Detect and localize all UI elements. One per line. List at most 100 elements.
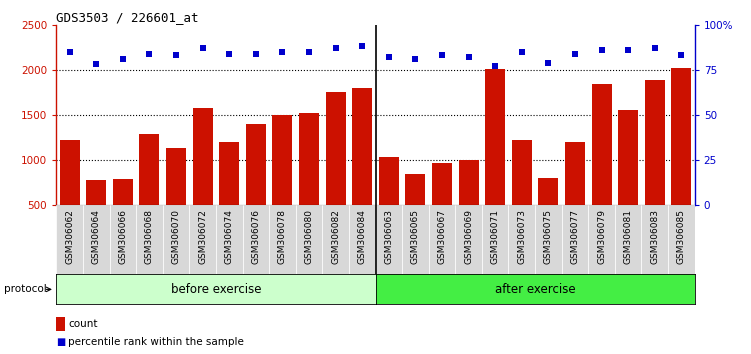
FancyBboxPatch shape (56, 205, 83, 274)
FancyBboxPatch shape (508, 205, 535, 274)
Point (596, 47, 608, 53)
Point (330, 45, 342, 51)
Text: count: count (68, 319, 98, 329)
FancyBboxPatch shape (136, 205, 163, 274)
Point (622, 47, 634, 53)
Text: GSM306072: GSM306072 (198, 209, 207, 264)
Text: GSM306083: GSM306083 (650, 209, 659, 264)
FancyBboxPatch shape (402, 205, 429, 274)
Text: GSM306084: GSM306084 (357, 209, 366, 264)
FancyBboxPatch shape (189, 205, 216, 274)
Text: GSM306081: GSM306081 (623, 209, 632, 264)
Bar (538, 178, 558, 251)
Point (250, 51, 262, 57)
Point (276, 49, 288, 55)
Bar (406, 174, 425, 251)
Text: GSM306085: GSM306085 (677, 209, 686, 264)
Point (90, 62, 102, 67)
Text: GSM306068: GSM306068 (145, 209, 154, 264)
FancyBboxPatch shape (455, 205, 482, 274)
Point (223, 51, 235, 57)
Text: GSM306079: GSM306079 (597, 209, 606, 264)
Point (649, 45, 661, 51)
FancyBboxPatch shape (296, 205, 322, 274)
Bar (671, 68, 692, 251)
Bar (193, 108, 213, 251)
Text: GSM306063: GSM306063 (385, 209, 394, 264)
Bar (618, 110, 638, 251)
FancyBboxPatch shape (376, 205, 402, 274)
Bar (645, 80, 665, 251)
FancyBboxPatch shape (349, 205, 376, 274)
Point (356, 44, 368, 49)
Point (197, 45, 209, 51)
Text: before exercise: before exercise (170, 283, 261, 296)
Point (64, 49, 76, 55)
FancyBboxPatch shape (429, 205, 455, 274)
Bar (299, 113, 319, 251)
Text: GSM306076: GSM306076 (252, 209, 261, 264)
Point (569, 51, 581, 57)
Bar (459, 160, 478, 251)
Bar (59, 140, 80, 251)
Text: percentile rank within the sample: percentile rank within the sample (68, 337, 244, 347)
Point (489, 63, 501, 69)
Bar (273, 115, 292, 251)
FancyBboxPatch shape (110, 205, 136, 274)
Text: GSM306073: GSM306073 (517, 209, 526, 264)
FancyBboxPatch shape (163, 205, 189, 274)
Text: GSM306078: GSM306078 (278, 209, 287, 264)
Bar (140, 134, 159, 251)
Text: GSM306064: GSM306064 (92, 209, 101, 264)
Bar (219, 142, 239, 251)
Text: GSM306069: GSM306069 (464, 209, 473, 264)
Bar (512, 140, 532, 251)
Text: GSM306071: GSM306071 (490, 209, 499, 264)
Point (383, 55, 395, 60)
Point (303, 49, 315, 55)
Point (409, 56, 421, 62)
FancyBboxPatch shape (322, 205, 349, 274)
Text: GSM306074: GSM306074 (225, 209, 234, 264)
Text: GSM306066: GSM306066 (119, 209, 128, 264)
Text: GSM306070: GSM306070 (171, 209, 180, 264)
FancyBboxPatch shape (535, 205, 562, 274)
Text: GSM306067: GSM306067 (438, 209, 447, 264)
Bar (326, 92, 345, 251)
Bar (565, 142, 585, 251)
Bar (166, 148, 186, 251)
Text: GSM306080: GSM306080 (304, 209, 313, 264)
FancyBboxPatch shape (588, 205, 615, 274)
FancyBboxPatch shape (668, 205, 695, 274)
Text: GSM306077: GSM306077 (571, 209, 580, 264)
Text: GSM306075: GSM306075 (544, 209, 553, 264)
FancyBboxPatch shape (482, 205, 508, 274)
Point (143, 51, 155, 57)
Text: GDS3503 / 226601_at: GDS3503 / 226601_at (56, 11, 199, 24)
Text: GSM306082: GSM306082 (331, 209, 340, 264)
Point (675, 53, 687, 58)
Text: after exercise: after exercise (495, 283, 575, 296)
Point (170, 53, 182, 58)
FancyBboxPatch shape (83, 205, 110, 274)
Point (463, 55, 475, 60)
Bar (432, 163, 452, 251)
FancyBboxPatch shape (615, 205, 641, 274)
FancyBboxPatch shape (216, 205, 243, 274)
Bar (379, 158, 399, 251)
FancyBboxPatch shape (562, 205, 588, 274)
Point (117, 56, 129, 62)
FancyBboxPatch shape (641, 205, 668, 274)
Bar (246, 124, 266, 251)
Point (542, 60, 554, 65)
FancyBboxPatch shape (269, 205, 296, 274)
Bar (86, 180, 106, 251)
Bar (352, 88, 372, 251)
Text: GSM306065: GSM306065 (411, 209, 420, 264)
Bar (113, 179, 133, 251)
Text: ■: ■ (56, 337, 65, 347)
Bar (592, 84, 611, 251)
Text: protocol: protocol (4, 284, 47, 295)
Point (436, 53, 448, 58)
Text: GSM306062: GSM306062 (65, 209, 74, 264)
